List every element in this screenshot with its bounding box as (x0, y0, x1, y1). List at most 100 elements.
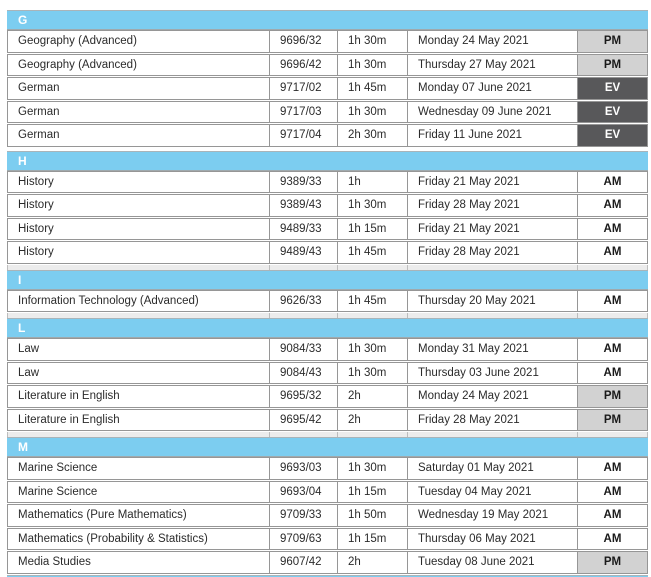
paper-code-cell: 9717/04 (270, 124, 338, 147)
spacer-code-cell (270, 264, 338, 270)
subject-cell: Law (7, 338, 270, 361)
subject-cell: Marine Science (7, 480, 270, 503)
section-letter-band: G (7, 10, 648, 30)
spacer-date-cell (408, 264, 578, 270)
session-badge-cell: AM (578, 289, 648, 312)
duration-cell: 1h 15m (338, 527, 408, 550)
exam-date-cell: Monday 24 May 2021 (408, 30, 578, 53)
timetable-section: M Marine Science 9693/03 1h 30m Saturday… (7, 432, 648, 574)
section-rows: Information Technology (Advanced) 9626/3… (7, 289, 648, 312)
exam-row: Law 9084/33 1h 30m Monday 31 May 2021 AM (7, 338, 648, 361)
exam-row: German 9717/04 2h 30m Friday 11 June 202… (7, 124, 648, 147)
session-badge-cell: PM (578, 53, 648, 76)
paper-code-cell: 9489/33 (270, 217, 338, 240)
duration-cell: 1h 45m (338, 289, 408, 312)
paper-code-cell: 9693/04 (270, 480, 338, 503)
spacer-date-cell (408, 432, 578, 437)
section-letter-band: I (7, 269, 648, 290)
exam-row: History 9489/43 1h 45m Friday 28 May 202… (7, 241, 648, 264)
subject-cell: German (7, 124, 270, 147)
exam-date-cell: Tuesday 04 May 2021 (408, 480, 578, 503)
paper-code-cell: 9489/43 (270, 241, 338, 264)
subject-cell: Mathematics (Probability & Statistics) (7, 527, 270, 550)
exam-row: History 9389/43 1h 30m Friday 28 May 202… (7, 194, 648, 217)
subject-cell: Media Studies (7, 551, 270, 574)
paper-code-cell: 9389/33 (270, 170, 338, 193)
exam-date-cell: Friday 21 May 2021 (408, 170, 578, 193)
timetable-section: H History 9389/33 1h Friday 21 May 2021 … (7, 147, 648, 264)
session-badge-cell: AM (578, 217, 648, 240)
exam-row: German 9717/03 1h 30m Wednesday 09 June … (7, 100, 648, 123)
session-badge-cell: AM (578, 241, 648, 264)
subject-cell: Geography (Advanced) (7, 53, 270, 76)
spacer-subject-cell (7, 313, 270, 318)
spacer-date-cell (408, 313, 578, 318)
exam-row: Literature in English 9695/42 2h Friday … (7, 408, 648, 431)
exam-date-cell: Saturday 01 May 2021 (408, 457, 578, 480)
section-spacer (7, 432, 648, 437)
spacer-duration-cell (338, 147, 408, 151)
exam-date-cell: Monday 31 May 2021 (408, 338, 578, 361)
spacer-subject-cell (7, 147, 270, 151)
subject-cell: History (7, 241, 270, 264)
session-badge-cell: PM (578, 551, 648, 574)
duration-cell: 1h 45m (338, 77, 408, 100)
spacer-code-cell (270, 313, 338, 318)
subject-cell: History (7, 217, 270, 240)
paper-code-cell: 9709/63 (270, 527, 338, 550)
spacer-session-cell (578, 264, 648, 270)
session-badge-cell: AM (578, 480, 648, 503)
session-badge-cell: PM (578, 385, 648, 408)
duration-cell: 1h 30m (338, 100, 408, 123)
paper-code-cell: 9693/03 (270, 457, 338, 480)
subject-cell: German (7, 77, 270, 100)
subject-cell: History (7, 194, 270, 217)
subject-cell: Law (7, 361, 270, 384)
spacer-date-cell (408, 147, 578, 151)
exam-row: History 9389/33 1h Friday 21 May 2021 AM (7, 170, 648, 193)
paper-code-cell: 9695/32 (270, 385, 338, 408)
duration-cell: 1h 30m (338, 30, 408, 53)
duration-cell: 1h 30m (338, 361, 408, 384)
subject-cell: Literature in English (7, 385, 270, 408)
section-letter: M (18, 440, 28, 454)
exam-date-cell: Wednesday 09 June 2021 (408, 100, 578, 123)
exam-row: History 9489/33 1h 15m Friday 21 May 202… (7, 217, 648, 240)
section-letter-band: L (7, 318, 648, 338)
section-letter: L (18, 321, 26, 335)
paper-code-cell: 9695/42 (270, 408, 338, 431)
duration-cell: 1h 50m (338, 504, 408, 527)
duration-cell: 1h 45m (338, 241, 408, 264)
duration-cell: 2h 30m (338, 124, 408, 147)
section-rows: History 9389/33 1h Friday 21 May 2021 AM… (7, 170, 648, 264)
duration-cell: 1h 30m (338, 194, 408, 217)
duration-cell: 1h 30m (338, 457, 408, 480)
spacer-session-cell (578, 432, 648, 437)
paper-code-cell: 9717/03 (270, 100, 338, 123)
exam-row: Mathematics (Probability & Statistics) 9… (7, 527, 648, 550)
section-letter: H (18, 153, 27, 168)
duration-cell: 1h 15m (338, 480, 408, 503)
exam-date-cell: Monday 24 May 2021 (408, 385, 578, 408)
exam-row: Literature in English 9695/32 2h Monday … (7, 385, 648, 408)
exam-row: Geography (Advanced) 9696/42 1h 30m Thur… (7, 53, 648, 76)
session-badge-cell: AM (578, 504, 648, 527)
duration-cell: 1h 30m (338, 53, 408, 76)
section-letter: I (18, 272, 22, 287)
session-badge-cell: AM (578, 170, 648, 193)
subject-cell: Marine Science (7, 457, 270, 480)
session-badge-cell: EV (578, 124, 648, 147)
paper-code-cell: 9607/42 (270, 551, 338, 574)
section-spacer (7, 264, 648, 270)
exam-row: Mathematics (Pure Mathematics) 9709/33 1… (7, 504, 648, 527)
section-rows: Geography (Advanced) 9696/32 1h 30m Mond… (7, 30, 648, 147)
spacer-subject-cell (7, 264, 270, 270)
session-badge-cell: AM (578, 527, 648, 550)
subject-cell: History (7, 170, 270, 193)
section-rows: Marine Science 9693/03 1h 30m Saturday 0… (7, 457, 648, 574)
duration-cell: 2h (338, 385, 408, 408)
exam-row: Geography (Advanced) 9696/32 1h 30m Mond… (7, 30, 648, 53)
section-spacer (7, 147, 648, 151)
paper-code-cell: 9696/42 (270, 53, 338, 76)
session-badge-cell: AM (578, 338, 648, 361)
